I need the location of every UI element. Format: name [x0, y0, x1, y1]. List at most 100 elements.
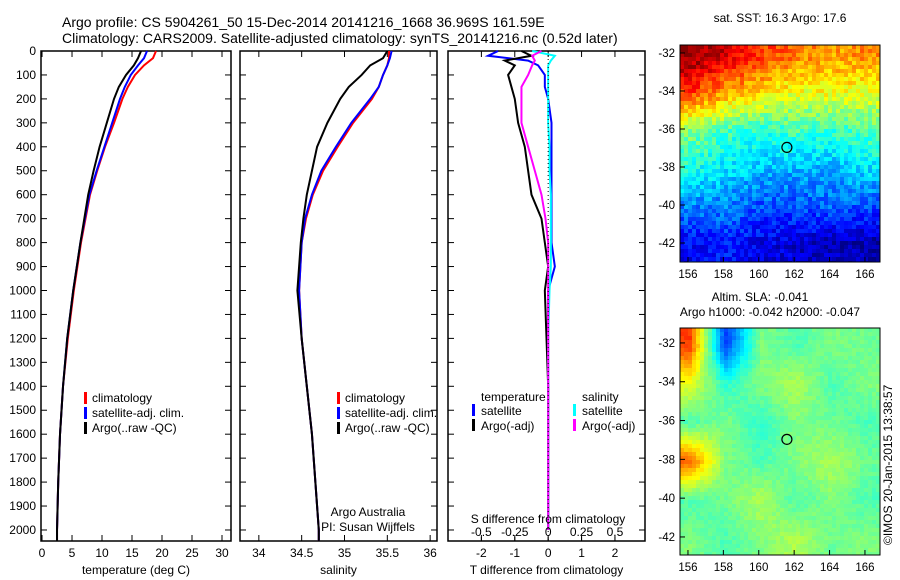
map-cell: [748, 105, 752, 109]
map-cell: [732, 424, 736, 428]
map-cell: [712, 400, 716, 404]
map-cell: [804, 201, 808, 205]
map-cell: [684, 105, 688, 109]
map-cell: [820, 45, 824, 49]
map-cell: [788, 468, 792, 472]
map-cell: [728, 257, 732, 261]
map-cell: [748, 77, 752, 81]
map-cell: [828, 161, 832, 165]
map-cell: [764, 352, 768, 356]
map-cell: [704, 352, 708, 356]
map-cell: [744, 45, 748, 49]
map-cell: [736, 249, 740, 253]
map-cell: [720, 121, 724, 125]
map-cell: [852, 197, 856, 201]
map-cell: [840, 360, 844, 364]
map-cell: [832, 253, 836, 257]
map-cell: [788, 372, 792, 376]
map-cell: [800, 476, 804, 480]
map-cell: [760, 69, 764, 73]
map-cell: [796, 328, 800, 332]
map-cell: [796, 61, 800, 65]
map-cell: [804, 396, 808, 400]
map-cell: [768, 53, 772, 57]
map-cell: [732, 53, 736, 57]
map-cell: [744, 181, 748, 185]
map-cell: [724, 153, 728, 157]
map-cell: [732, 181, 736, 185]
map-cell: [748, 420, 752, 424]
map-cell: [728, 372, 732, 376]
map-cell: [728, 237, 732, 241]
map-cell: [816, 472, 820, 476]
map-cell: [816, 89, 820, 93]
map-cell: [780, 53, 784, 57]
map-cell: [872, 368, 876, 372]
map-cell: [700, 372, 704, 376]
map-cell: [796, 336, 800, 340]
map-cell: [860, 217, 864, 221]
map-cell: [696, 161, 700, 165]
map-cell: [804, 121, 808, 125]
map-cell: [864, 153, 868, 157]
map-cell: [720, 440, 724, 444]
map-cell: [804, 129, 808, 133]
map-cell: [868, 380, 872, 384]
map-cell: [848, 77, 852, 81]
map-cell: [836, 388, 840, 392]
map-cell: [696, 57, 700, 61]
lon-tick-label: 156: [678, 269, 697, 281]
map-cell: [756, 372, 760, 376]
map-cell: [712, 436, 716, 440]
map-cell: [868, 444, 872, 448]
map-cell: [788, 416, 792, 420]
map-cell: [772, 93, 776, 97]
map-cell: [688, 384, 692, 388]
map-cell: [808, 237, 812, 241]
map-cell: [712, 109, 716, 113]
map-cell: [692, 129, 696, 133]
map-cell: [684, 77, 688, 81]
map-cell: [740, 133, 744, 137]
map-cell: [784, 472, 788, 476]
map-cell: [780, 376, 784, 380]
map-cell: [824, 408, 828, 412]
map-cell: [708, 133, 712, 137]
map-cell: [736, 436, 740, 440]
map-cell: [836, 53, 840, 57]
map-cell: [824, 229, 828, 233]
map-cell: [824, 360, 828, 364]
map-cell: [712, 225, 716, 229]
map-cell: [692, 213, 696, 217]
map-cell: [692, 388, 696, 392]
map-cell: [844, 245, 848, 249]
map-cell: [700, 249, 704, 253]
map-cell: [740, 93, 744, 97]
map-cell: [724, 376, 728, 380]
map-cell: [844, 89, 848, 93]
map-cell: [724, 412, 728, 416]
map-cell: [872, 121, 876, 125]
map-cell: [828, 360, 832, 364]
map-cell: [772, 217, 776, 221]
map-cell: [804, 137, 808, 141]
map-cell: [772, 372, 776, 376]
map-cell: [792, 221, 796, 225]
map-cell: [856, 344, 860, 348]
map-cell: [808, 133, 812, 137]
map-cell: [732, 133, 736, 137]
map-cell: [840, 141, 844, 145]
x-tick-label: 30: [215, 546, 229, 560]
map-cell: [820, 57, 824, 61]
map-cell: [856, 348, 860, 352]
map-cell: [784, 129, 788, 133]
map-cell: [872, 392, 876, 396]
map-cell: [848, 89, 852, 93]
map-cell: [772, 161, 776, 165]
map-cell: [776, 237, 780, 241]
map-cell: [792, 360, 796, 364]
map-cell: [736, 81, 740, 85]
map-cell: [804, 189, 808, 193]
map-cell: [696, 396, 700, 400]
map-cell: [816, 161, 820, 165]
